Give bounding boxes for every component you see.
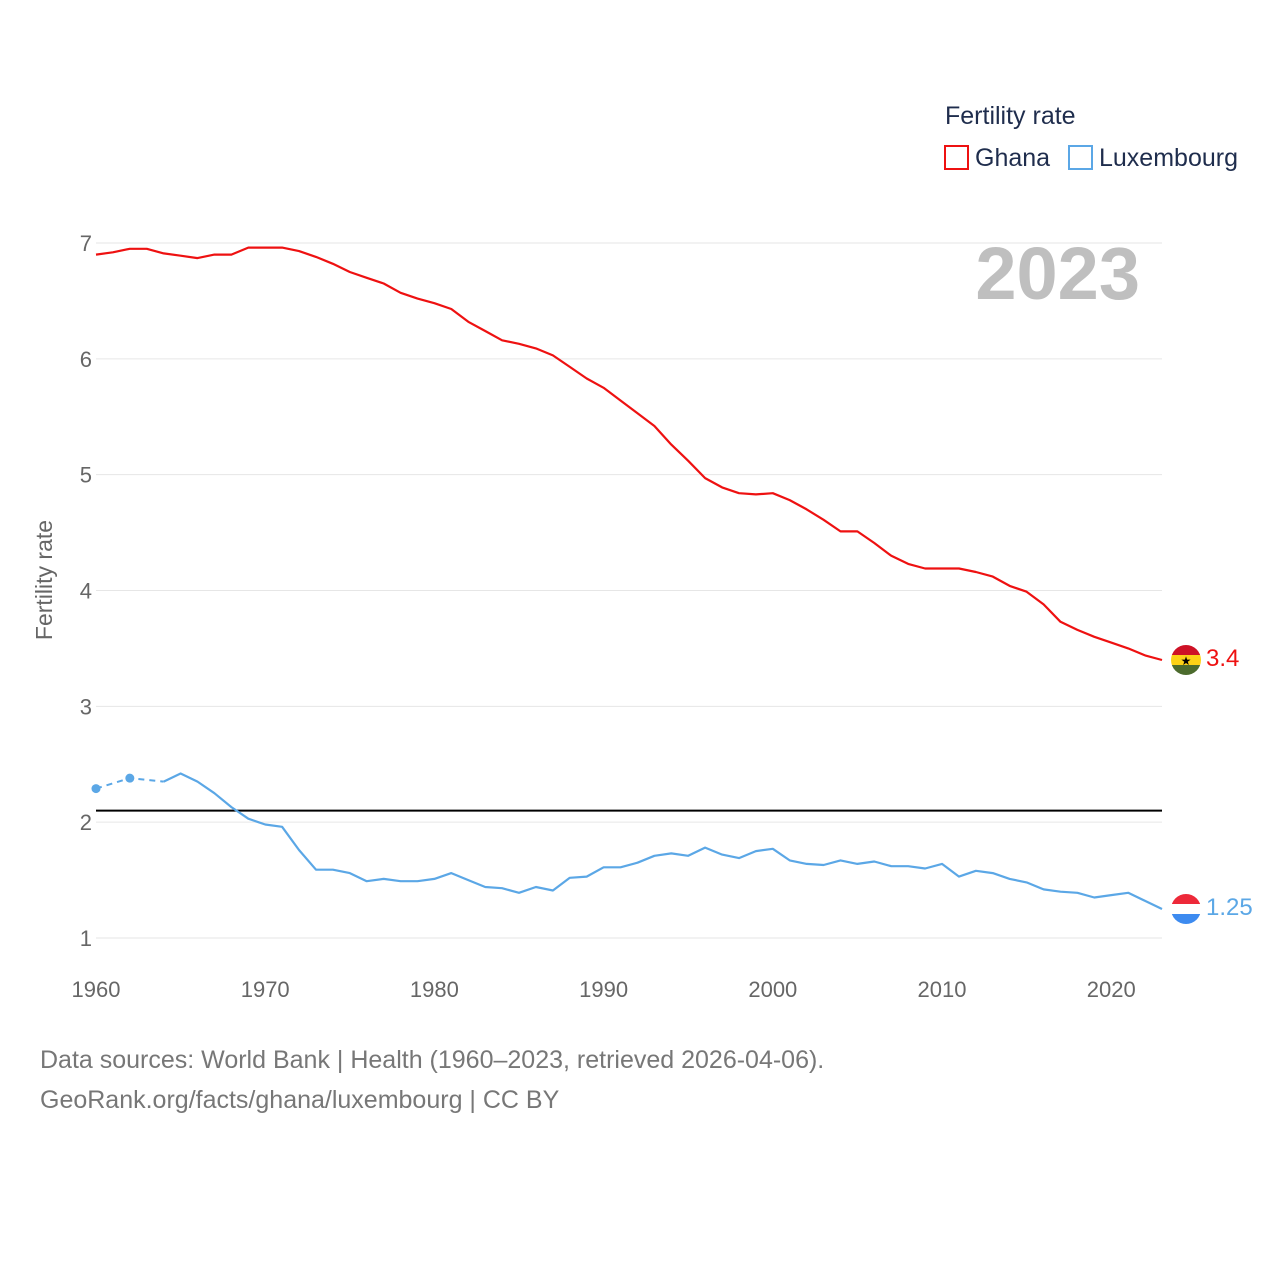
legend-item-luxembourg[interactable]: Luxembourg	[1068, 144, 1238, 172]
x-tick-label: 2010	[918, 977, 967, 1002]
x-axis-ticks: 1960 1970 1980 1990 2000 2010 2020	[72, 977, 1136, 1002]
y-tick-label: 6	[80, 347, 92, 372]
x-tick-label: 1970	[241, 977, 290, 1002]
luxembourg-series-line	[163, 772, 1163, 910]
data-source-note: Data sources: World Bank | Health (1960–…	[40, 1046, 825, 1074]
y-tick-label: 1	[80, 926, 92, 951]
luxembourg-point-1962	[125, 773, 135, 783]
x-tick-label: 2000	[748, 977, 797, 1002]
x-tick-label: 1960	[72, 977, 121, 1002]
ghana-flag-icon: ★	[1171, 645, 1201, 675]
ghana-series-line	[95, 246, 1163, 662]
legend-swatch-ghana	[944, 145, 969, 170]
y-tick-label: 7	[80, 231, 92, 256]
year-watermark: 2023	[975, 232, 1140, 315]
svg-text:★: ★	[1181, 654, 1192, 668]
series-layer	[91, 246, 1163, 910]
source-link[interactable]: GeoRank.org/facts/ghana/luxembourg | CC …	[40, 1086, 560, 1114]
x-tick-label: 2020	[1087, 977, 1136, 1002]
luxembourg-end-value: 1.25	[1206, 894, 1253, 921]
x-tick-label: 1990	[579, 977, 628, 1002]
legend-swatch-luxembourg	[1068, 145, 1093, 170]
legend: Fertility rate Ghana Luxembourg	[944, 102, 1238, 172]
y-tick-label: 4	[80, 579, 92, 604]
legend-label-ghana: Ghana	[975, 144, 1050, 172]
y-tick-label: 3	[80, 694, 92, 719]
legend-label-luxembourg: Luxembourg	[1099, 144, 1238, 172]
x-tick-label: 1980	[410, 977, 459, 1002]
legend-title: Fertility rate	[945, 102, 1076, 130]
legend-item-ghana[interactable]: Ghana	[944, 144, 1050, 172]
y-axis-title: Fertility rate	[31, 520, 57, 640]
y-tick-label: 2	[80, 810, 92, 835]
ghana-end-value: 3.4	[1206, 645, 1239, 672]
gridlines	[96, 242, 1162, 939]
luxembourg-point-1960	[91, 784, 101, 794]
luxembourg-flag-icon	[1171, 894, 1201, 924]
y-axis-ticks: 1 2 3 4 5 6 7	[80, 231, 92, 951]
y-tick-label: 5	[80, 463, 92, 488]
